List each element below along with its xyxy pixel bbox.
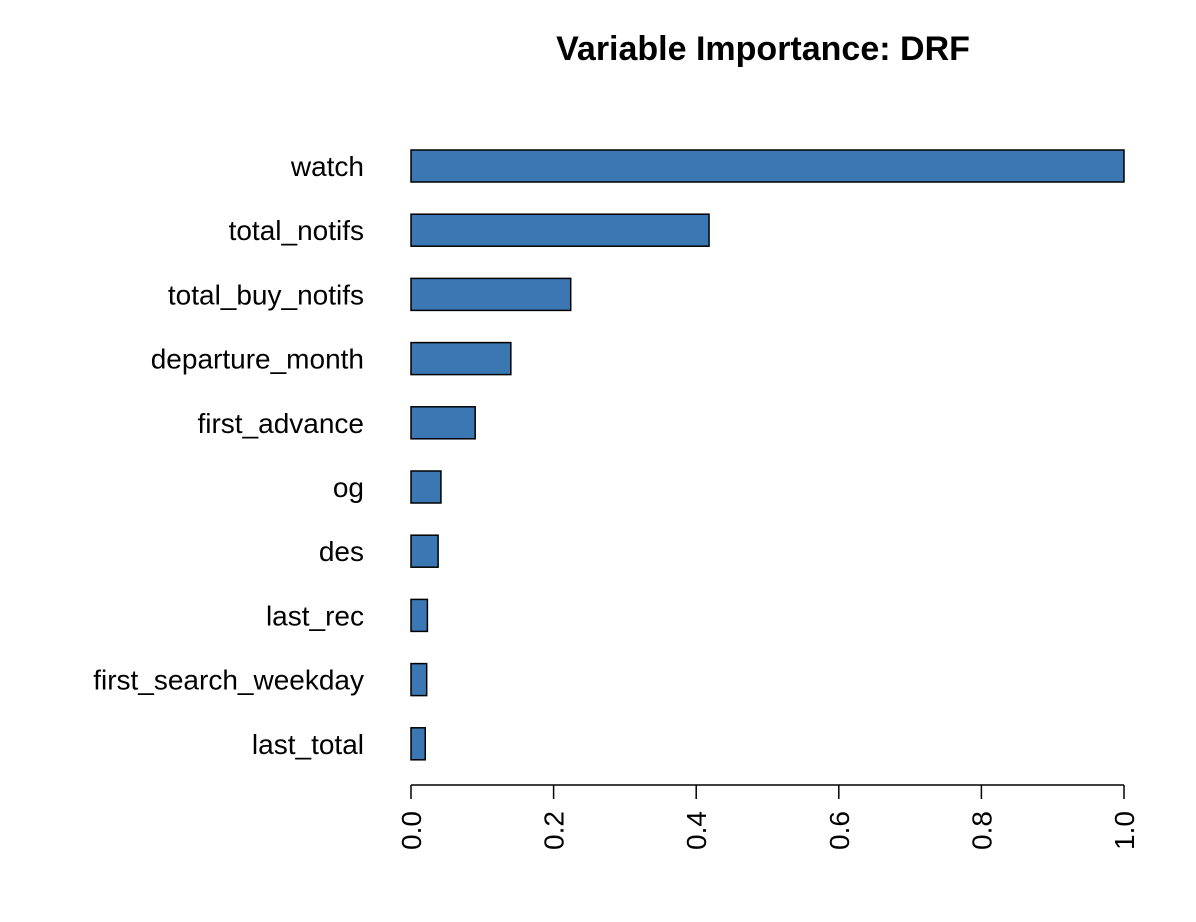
bar-first-advance bbox=[410, 406, 476, 440]
category-label-last-total: last_total bbox=[252, 729, 364, 760]
category-label-og: og bbox=[333, 472, 364, 503]
x-tick-label: 1.0 bbox=[1109, 811, 1140, 850]
bar-last-rec bbox=[410, 598, 429, 633]
bar-watch bbox=[410, 149, 1125, 183]
category-label-total-notifs: total_notifs bbox=[229, 215, 364, 246]
x-tick-label: 0.4 bbox=[681, 811, 712, 850]
x-tick-label: 0.6 bbox=[824, 811, 855, 850]
x-tick-label: 0.8 bbox=[966, 811, 997, 850]
category-label-total-buy-notifs: total_buy_notifs bbox=[168, 279, 364, 310]
bar-first-search-weekday bbox=[410, 662, 428, 697]
bar-last-total bbox=[410, 727, 427, 761]
x-tick-label: 0.2 bbox=[539, 811, 570, 850]
category-label-last-rec: last_rec bbox=[266, 600, 364, 631]
x-axis: 0.0 0.2 0.4 0.6 0.8 1.0 bbox=[396, 784, 1140, 850]
bar-total-buy-notifs bbox=[410, 277, 572, 312]
category-labels-group: watch total_notifs total_buy_notifsdepartu… bbox=[93, 151, 364, 760]
category-label-first-search-weekday: first_search_weekday bbox=[93, 665, 364, 696]
bar-des bbox=[410, 534, 439, 568]
x-tick-label: 0.0 bbox=[396, 811, 427, 850]
chart-title: Variable Importance: DRF bbox=[556, 30, 970, 68]
bar-total-notifs bbox=[410, 213, 710, 247]
category-label-first-advance: first_advance bbox=[197, 408, 364, 439]
bar-og bbox=[410, 470, 442, 504]
bar-departure-month bbox=[410, 341, 512, 376]
category-label-watch: watch bbox=[290, 151, 364, 182]
category-label-departure-month: departure_month bbox=[151, 344, 364, 375]
bars-group bbox=[410, 149, 1125, 761]
category-label-des: des bbox=[319, 536, 364, 567]
